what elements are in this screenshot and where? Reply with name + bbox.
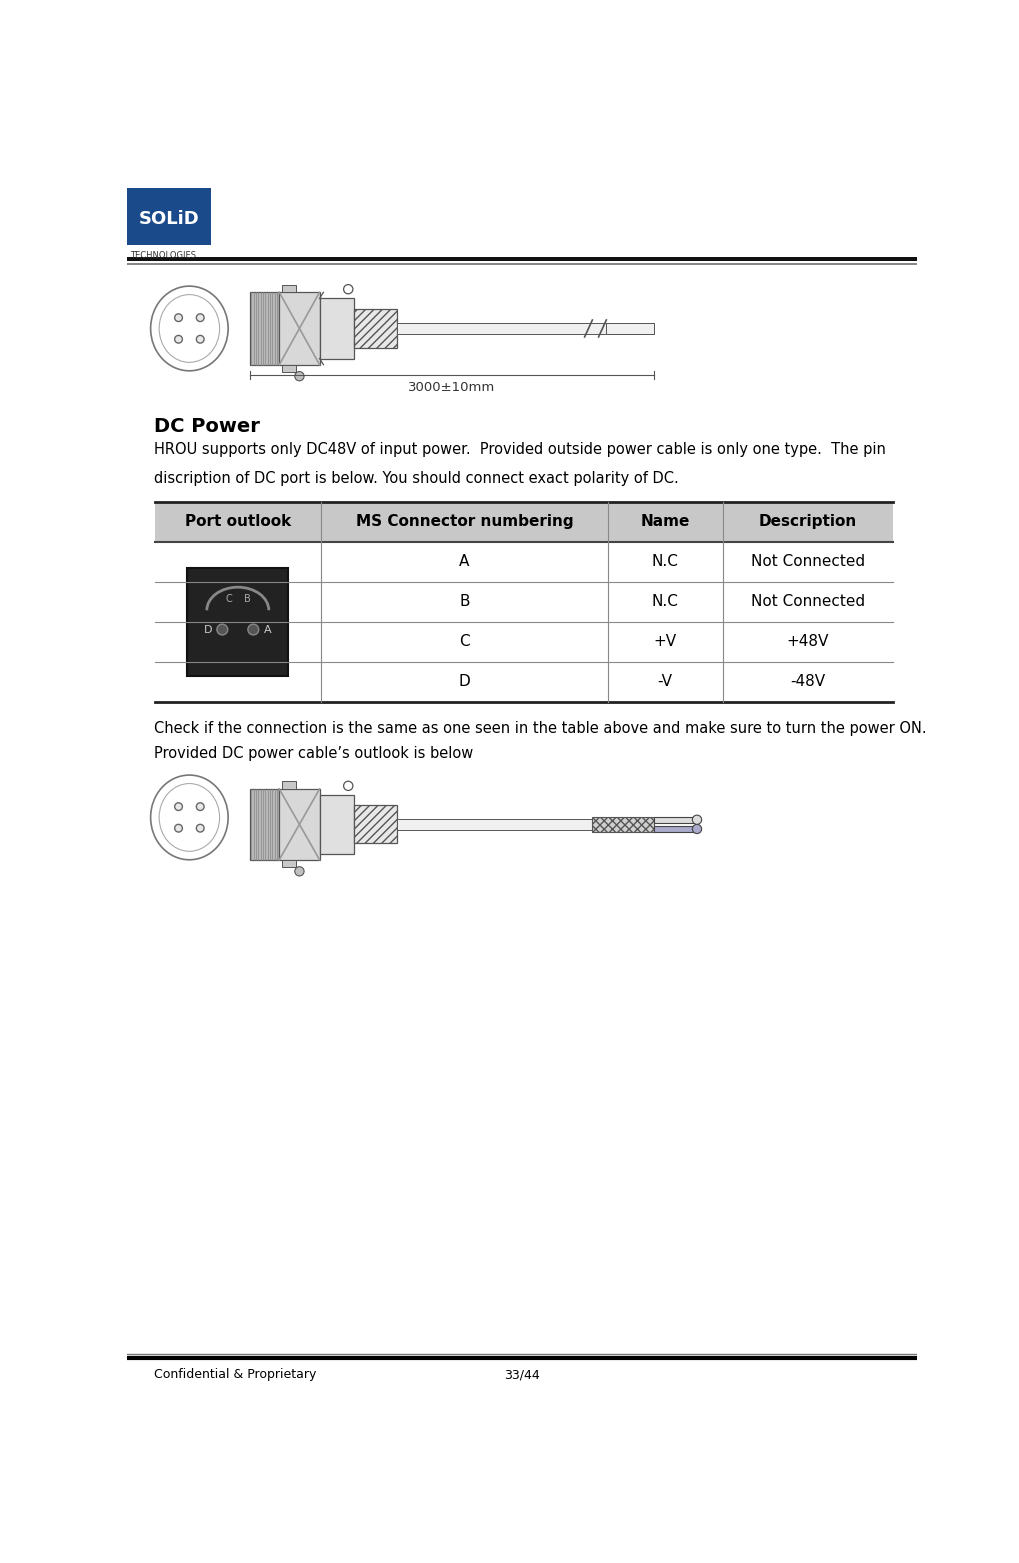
- Text: Provided DC power cable’s outlook is below: Provided DC power cable’s outlook is bel…: [155, 746, 474, 761]
- Bar: [320, 299, 355, 358]
- Bar: [281, 284, 296, 292]
- Bar: [127, 188, 211, 245]
- Circle shape: [248, 624, 259, 635]
- Text: Not Connected: Not Connected: [751, 555, 865, 569]
- Text: SOLiD: SOLiD: [139, 211, 200, 228]
- Text: +48V: +48V: [787, 635, 829, 649]
- Circle shape: [692, 824, 702, 833]
- Bar: [250, 789, 279, 860]
- Text: A: A: [264, 625, 271, 635]
- Bar: [281, 782, 296, 789]
- Bar: [155, 542, 893, 581]
- Bar: [155, 502, 893, 542]
- Text: TECHNOLOGIES: TECHNOLOGIES: [129, 250, 196, 259]
- Text: Description: Description: [759, 514, 857, 530]
- Text: Not Connected: Not Connected: [751, 594, 865, 610]
- Bar: [320, 796, 355, 853]
- Circle shape: [197, 336, 204, 344]
- Bar: [355, 309, 397, 349]
- Text: +V: +V: [653, 635, 677, 649]
- Bar: [279, 789, 320, 860]
- Text: A: A: [460, 555, 470, 569]
- Text: C: C: [460, 635, 470, 649]
- Text: D: D: [204, 625, 213, 635]
- Text: N.C: N.C: [652, 555, 679, 569]
- Bar: [606, 324, 654, 334]
- Text: -V: -V: [657, 674, 673, 689]
- Bar: [654, 825, 697, 832]
- Circle shape: [197, 803, 204, 811]
- Circle shape: [294, 372, 304, 381]
- Bar: [155, 581, 893, 622]
- Circle shape: [217, 624, 227, 635]
- Circle shape: [197, 824, 204, 832]
- Text: B: B: [460, 594, 470, 610]
- Bar: [187, 567, 288, 675]
- Circle shape: [294, 867, 304, 875]
- Circle shape: [174, 803, 182, 811]
- Bar: [279, 292, 320, 364]
- Bar: [127, 256, 917, 261]
- Circle shape: [692, 816, 702, 824]
- Text: B: B: [244, 594, 251, 603]
- Circle shape: [174, 336, 182, 344]
- Circle shape: [174, 824, 182, 832]
- Circle shape: [174, 314, 182, 322]
- Bar: [592, 816, 654, 832]
- Text: Check if the connection is the same as one seen in the table above and make sure: Check if the connection is the same as o…: [155, 721, 927, 736]
- Bar: [281, 364, 296, 372]
- Text: discription of DC port is below. You should connect exact polarity of DC.: discription of DC port is below. You sho…: [155, 470, 680, 486]
- Bar: [654, 816, 697, 822]
- Text: -48V: -48V: [791, 674, 825, 689]
- Bar: [155, 622, 893, 661]
- Bar: [281, 860, 296, 867]
- Bar: [250, 292, 279, 364]
- Text: HROU supports only DC48V of input power.  Provided outside power cable is only o: HROU supports only DC48V of input power.…: [155, 442, 887, 456]
- Text: N.C: N.C: [652, 594, 679, 610]
- Bar: [397, 819, 592, 830]
- Text: 3000±10mm: 3000±10mm: [409, 381, 495, 394]
- Text: D: D: [459, 674, 471, 689]
- Bar: [355, 805, 397, 844]
- Text: Name: Name: [641, 514, 690, 530]
- Bar: [127, 263, 917, 264]
- Text: Confidential & Proprietary: Confidential & Proprietary: [155, 1368, 317, 1382]
- Text: C: C: [225, 594, 232, 603]
- Text: 33/44: 33/44: [504, 1368, 540, 1382]
- Bar: [397, 324, 654, 334]
- Circle shape: [197, 314, 204, 322]
- Bar: [155, 661, 893, 702]
- Text: MS Connector numbering: MS Connector numbering: [356, 514, 574, 530]
- Text: DC Power: DC Power: [155, 417, 261, 436]
- Text: Port outlook: Port outlook: [184, 514, 291, 530]
